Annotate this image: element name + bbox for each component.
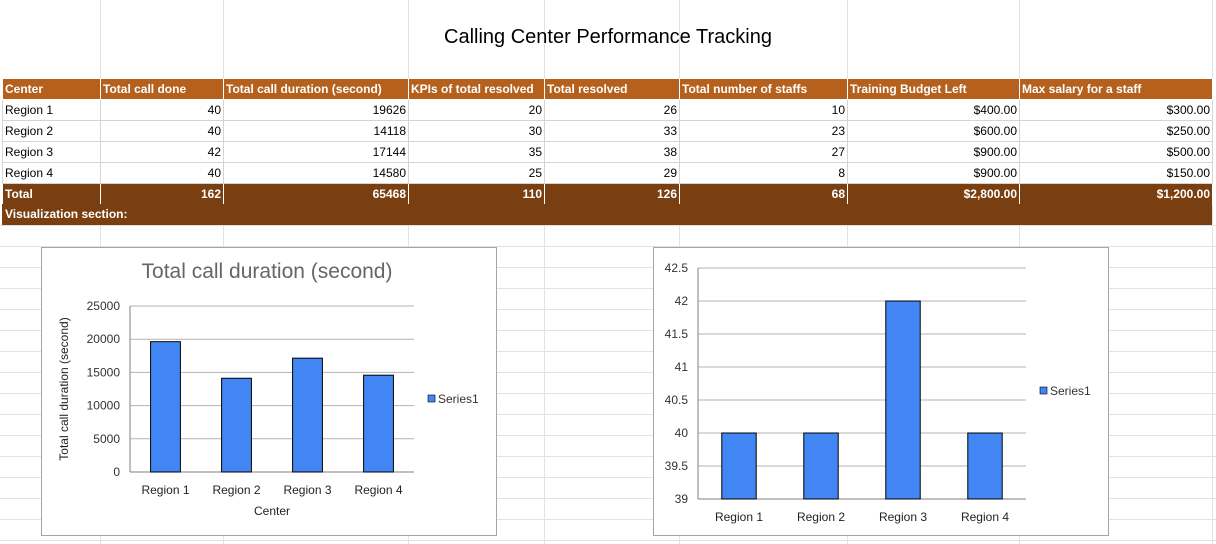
table-cell[interactable]: 29 xyxy=(544,162,680,184)
table-row: Region 1 40 19626 20 26 10 $400.00 $300.… xyxy=(2,99,1213,121)
table-cell[interactable]: 26 xyxy=(544,99,680,121)
sheet-title: Calling Center Performance Tracking xyxy=(444,26,772,48)
x-tick-label: Region 2 xyxy=(212,483,260,497)
table-cell[interactable]: $250.00 xyxy=(1019,120,1213,142)
total-cell[interactable]: 110 xyxy=(408,183,545,205)
table-cell[interactable]: 40 xyxy=(100,99,224,121)
bar xyxy=(292,357,323,473)
table-cell[interactable]: Region 2 xyxy=(2,120,101,142)
table-row: Region 2 40 14118 30 33 23 $600.00 $250.… xyxy=(2,120,1213,142)
table-cell[interactable]: Region 4 xyxy=(2,162,101,184)
bar xyxy=(221,377,252,473)
table-cell[interactable]: 10 xyxy=(679,99,848,121)
table-cell[interactable]: 30 xyxy=(408,120,545,142)
call-duration-chart-svg: 0 5000 10000 15000 20000 25000 Region 1 Region … xyxy=(57,260,479,518)
bar xyxy=(150,341,181,473)
table-cell[interactable]: 17144 xyxy=(223,141,409,163)
table-cell[interactable]: 14580 xyxy=(223,162,409,184)
bar xyxy=(363,374,394,473)
header-cell[interactable]: Training Budget Left xyxy=(847,78,1020,100)
legend-swatch xyxy=(1039,386,1048,395)
call-done-chart[interactable]: 39 39.5 40 40.5 41 41.5 42 42.5 Region 1 Region 2… xyxy=(653,247,1109,536)
table-cell[interactable]: Region 3 xyxy=(2,141,101,163)
data-table: Center Total call done Total call durati… xyxy=(2,78,1213,205)
x-tick-label: Region 3 xyxy=(879,510,927,524)
y-tick-label: 5000 xyxy=(93,432,120,446)
total-cell[interactable]: 162 xyxy=(100,183,224,205)
table-cell[interactable]: 20 xyxy=(408,99,545,121)
total-cell[interactable]: 65468 xyxy=(223,183,409,205)
table-cell[interactable]: $600.00 xyxy=(847,120,1020,142)
table-cell[interactable]: 38 xyxy=(544,141,680,163)
header-cell[interactable]: Total number of staffs xyxy=(679,78,848,100)
table-cell[interactable]: 42 xyxy=(100,141,224,163)
bar xyxy=(967,432,1003,500)
header-cell[interactable]: KPIs of total resolved xyxy=(408,78,545,100)
total-cell[interactable]: $1,200.00 xyxy=(1019,183,1213,205)
y-tick-label: 10000 xyxy=(87,399,121,413)
y-tick-label: 40.5 xyxy=(665,393,689,407)
table-cell[interactable]: $900.00 xyxy=(847,162,1020,184)
y-tick-label: 42 xyxy=(675,294,689,308)
table-cell[interactable]: 25 xyxy=(408,162,545,184)
table-row: Region 3 42 17144 35 38 27 $900.00 $500.… xyxy=(2,141,1213,163)
bar xyxy=(885,300,921,500)
total-row: Total 162 65468 110 126 68 $2,800.00 $1,… xyxy=(2,183,1213,205)
header-cell[interactable]: Center xyxy=(2,78,101,100)
total-cell[interactable]: 126 xyxy=(544,183,680,205)
legend-label: Series1 xyxy=(1050,384,1091,398)
legend-label: Series1 xyxy=(438,392,479,406)
total-cell[interactable]: 68 xyxy=(679,183,848,205)
call-done-chart-svg: 39 39.5 40 40.5 41 41.5 42 42.5 Region 1 Region 2… xyxy=(665,261,1091,524)
y-tick-label: 20000 xyxy=(87,332,121,346)
legend-swatch xyxy=(427,394,436,403)
y-tick-label: 15000 xyxy=(87,365,121,379)
total-cell[interactable]: Total xyxy=(2,183,101,205)
x-tick-label: Region 1 xyxy=(715,510,763,524)
table-row: Region 4 40 14580 25 29 8 $900.00 $150.0… xyxy=(2,162,1213,184)
y-tick-label: 42.5 xyxy=(665,261,689,275)
table-cell[interactable]: 19626 xyxy=(223,99,409,121)
x-tick-label: Region 4 xyxy=(354,483,402,497)
y-axis-label: Total call duration (second) xyxy=(57,317,71,460)
chart-title: Total call duration (second) xyxy=(142,260,393,283)
call-duration-chart[interactable]: 0 5000 10000 15000 20000 25000 Region 1 Region … xyxy=(41,247,497,536)
header-cell[interactable]: Total call done xyxy=(100,78,224,100)
table-cell[interactable]: 27 xyxy=(679,141,848,163)
total-cell[interactable]: $2,800.00 xyxy=(847,183,1020,205)
y-tick-label: 39.5 xyxy=(665,459,689,473)
table-cell[interactable]: 40 xyxy=(100,120,224,142)
table-cell[interactable]: 40 xyxy=(100,162,224,184)
header-cell[interactable]: Max salary for a staff xyxy=(1019,78,1213,100)
x-tick-label: Region 2 xyxy=(797,510,845,524)
y-tick-label: 41 xyxy=(675,360,689,374)
table-cell[interactable]: 14118 xyxy=(223,120,409,142)
x-tick-label: Region 3 xyxy=(283,483,331,497)
table-cell[interactable]: 35 xyxy=(408,141,545,163)
bar xyxy=(803,432,839,500)
table-cell[interactable]: 23 xyxy=(679,120,848,142)
table-cell[interactable]: $500.00 xyxy=(1019,141,1213,163)
y-tick-label: 40 xyxy=(675,426,689,440)
table-cell[interactable]: $400.00 xyxy=(847,99,1020,121)
header-row: Center Total call done Total call durati… xyxy=(2,78,1213,100)
x-axis-label: Center xyxy=(254,504,290,518)
y-tick-label: 41.5 xyxy=(665,327,689,341)
visualization-section-label[interactable]: Visualization section: xyxy=(2,204,1212,225)
x-tick-label: Region 4 xyxy=(961,510,1009,524)
table-cell[interactable]: $900.00 xyxy=(847,141,1020,163)
table-cell[interactable]: 8 xyxy=(679,162,848,184)
header-cell[interactable]: Total call duration (second) xyxy=(223,78,409,100)
table-cell[interactable]: $150.00 xyxy=(1019,162,1213,184)
table-cell[interactable]: 33 xyxy=(544,120,680,142)
y-tick-label: 0 xyxy=(113,465,120,479)
y-tick-label: 39 xyxy=(675,492,689,506)
bar xyxy=(721,432,757,500)
table-cell[interactable]: Region 1 xyxy=(2,99,101,121)
y-tick-label: 25000 xyxy=(87,299,121,313)
header-cell[interactable]: Total resolved xyxy=(544,78,680,100)
table-cell[interactable]: $300.00 xyxy=(1019,99,1213,121)
x-tick-label: Region 1 xyxy=(141,483,189,497)
